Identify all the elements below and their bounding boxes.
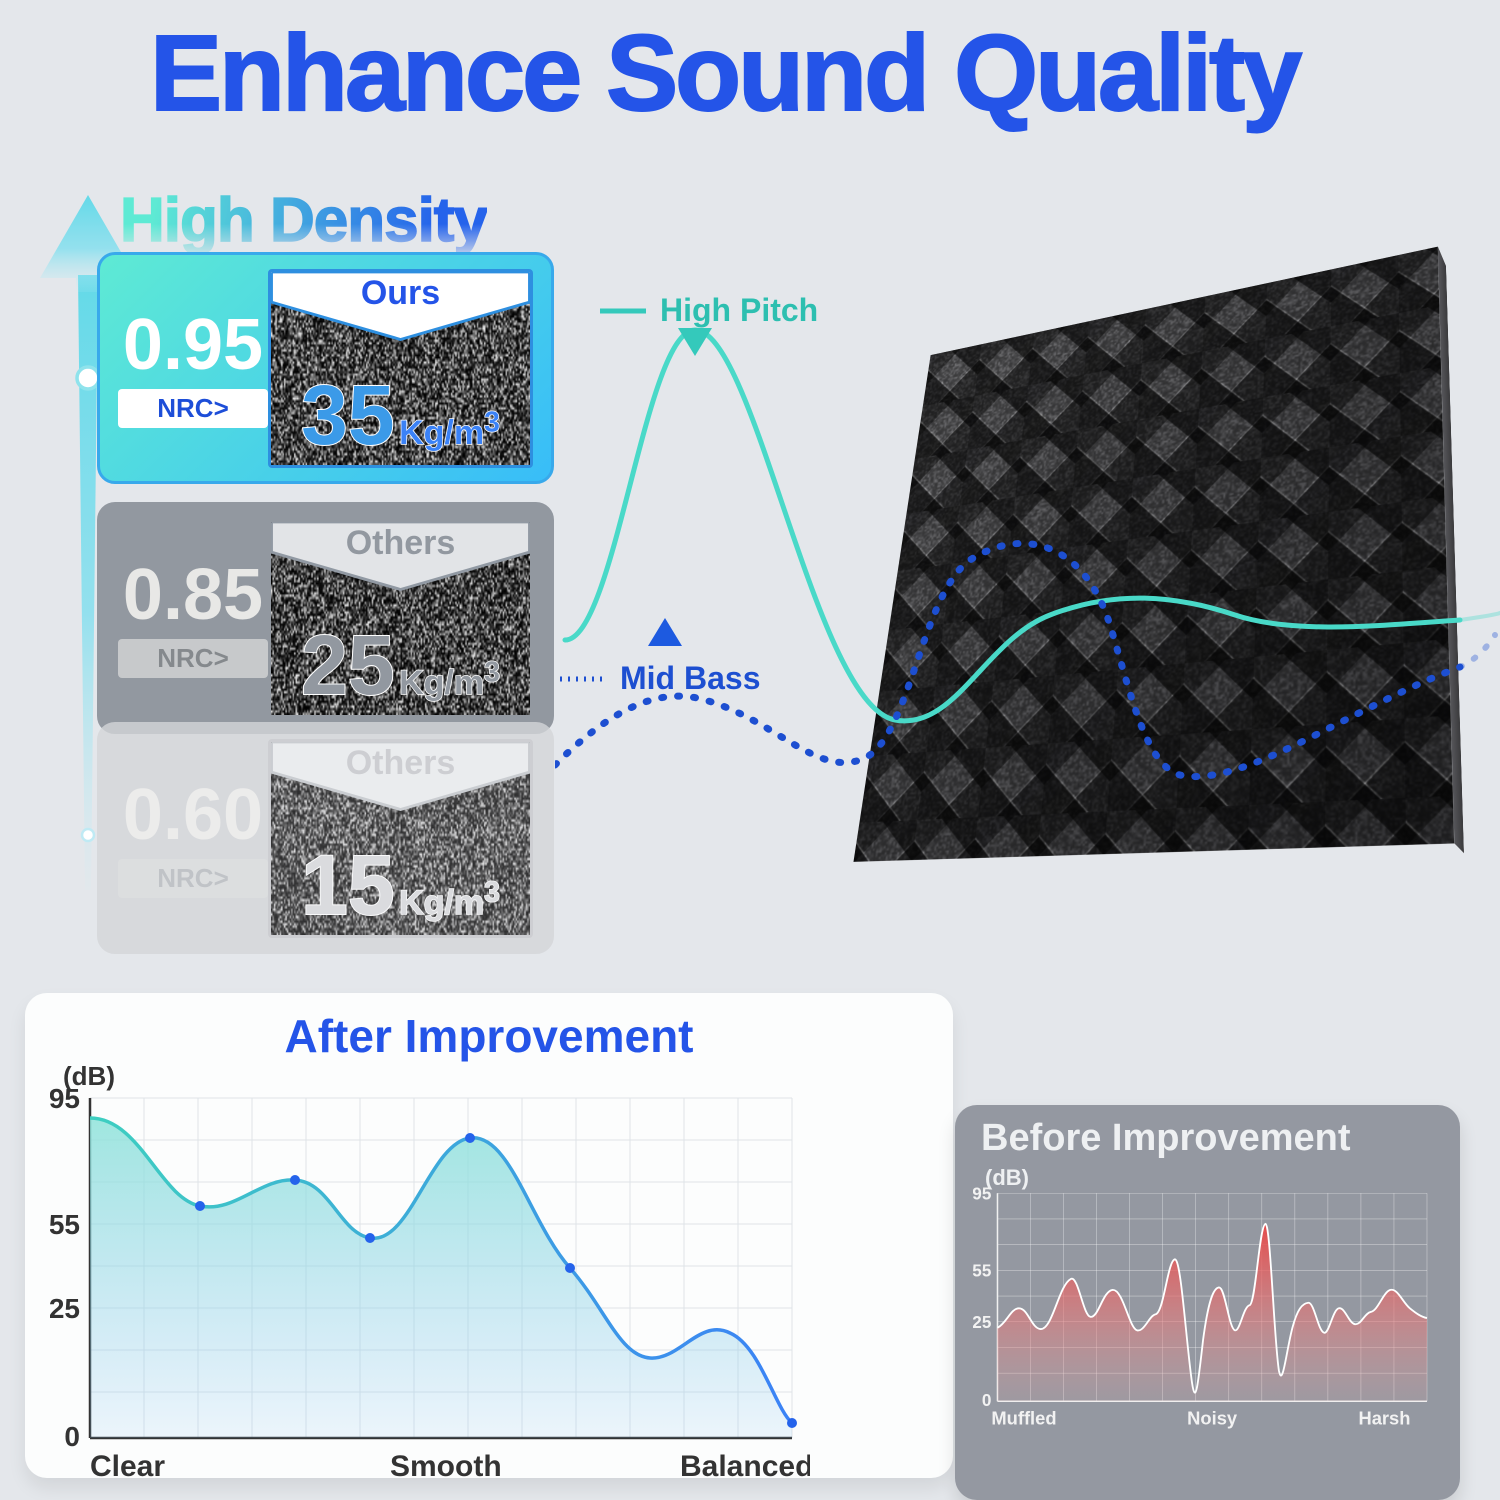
svg-text:0: 0 xyxy=(982,1390,992,1410)
svg-text:25: 25 xyxy=(973,1312,992,1332)
svg-text:Noisy: Noisy xyxy=(1187,1408,1238,1429)
svg-text:25: 25 xyxy=(50,1293,80,1324)
svg-text:0: 0 xyxy=(64,1421,80,1452)
svg-text:55: 55 xyxy=(50,1209,80,1240)
svg-text:Harsh: Harsh xyxy=(1358,1408,1410,1429)
svg-text:95: 95 xyxy=(50,1088,80,1114)
svg-text:Smooth: Smooth xyxy=(390,1450,502,1483)
svg-text:95: 95 xyxy=(973,1187,992,1203)
svg-text:Muffled: Muffled xyxy=(991,1408,1056,1429)
svg-text:55: 55 xyxy=(973,1260,992,1280)
svg-text:Clear: Clear xyxy=(90,1450,165,1483)
svg-text:Balanced: Balanced xyxy=(680,1450,810,1483)
